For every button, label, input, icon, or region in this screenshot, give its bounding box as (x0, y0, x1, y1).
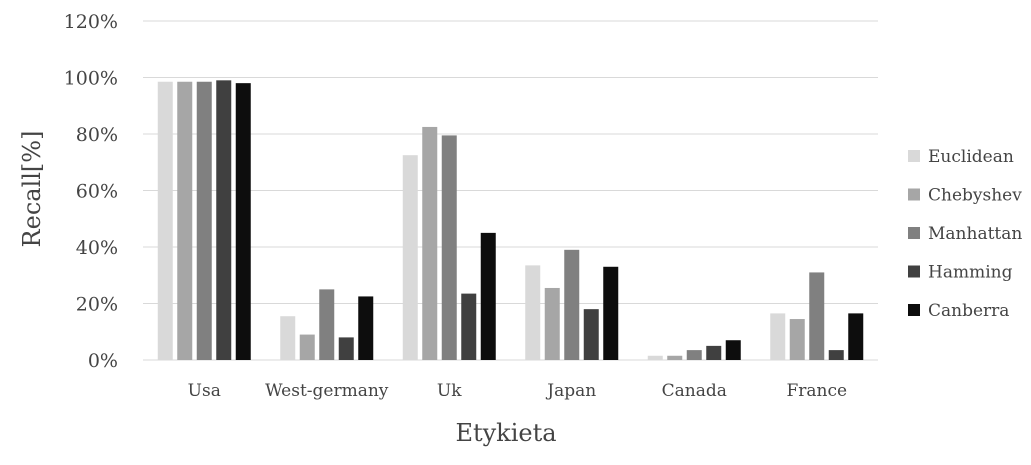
bar-hamming-uk (461, 293, 477, 360)
bar-canberra-france (848, 313, 864, 360)
x-tick-label: Canada (662, 381, 727, 401)
legend-label: Hamming (928, 263, 1013, 283)
x-tick-label: Uk (437, 381, 462, 401)
bar-hamming-west-germany (338, 337, 354, 360)
legend-label: Euclidean (928, 147, 1014, 167)
bar-manhattan-usa (196, 81, 212, 361)
grid-lines (143, 20, 878, 361)
bar-euclidean-uk (402, 155, 418, 360)
bar-hamming-canada (706, 345, 722, 360)
bar-euclidean-canada (647, 355, 663, 360)
bar-manhattan-uk (441, 135, 457, 360)
bar-chebyshev-usa (177, 81, 193, 361)
y-axis-ticks: 0% 20% 40% 60% 80% 100% 120% (64, 11, 118, 372)
bar-hamming-japan (583, 309, 599, 360)
legend-label: Canberra (928, 301, 1009, 321)
x-tick-label: West-germany (265, 381, 389, 401)
x-axis-categories: Usa West-germany Uk Japan Canada France (188, 381, 847, 401)
y-tick-label: 20% (76, 294, 118, 316)
bars (157, 80, 864, 361)
bar-chebyshev-canada (667, 355, 683, 360)
x-tick-label: Usa (188, 381, 221, 401)
legend-swatch (908, 265, 920, 278)
bar-canberra-uk (480, 232, 496, 360)
bar-euclidean-japan (525, 265, 541, 360)
x-tick-label: Japan (545, 381, 596, 401)
y-tick-label: 80% (76, 124, 118, 146)
legend: Euclidean Chebyshev Manhattan Hamming Canber… (908, 147, 1022, 321)
legend-label: Chebyshev (928, 186, 1022, 206)
bar-canberra-japan (603, 266, 619, 360)
legend-swatch (908, 227, 920, 239)
bar-chebyshev-japan (544, 287, 560, 360)
bar-euclidean-france (770, 313, 786, 360)
y-tick-label: 40% (76, 237, 118, 259)
bar-canberra-west-germany (358, 296, 374, 360)
legend-label: Manhattan (928, 224, 1022, 244)
y-tick-label: 120% (64, 11, 118, 33)
bar-manhattan-west-germany (319, 289, 335, 360)
y-axis-title: Recall[%] (18, 131, 46, 248)
bar-chebyshev-france (789, 319, 805, 360)
bar-euclidean-usa (157, 81, 173, 361)
y-tick-label: 60% (76, 181, 118, 203)
y-tick-label: 100% (64, 68, 118, 90)
legend-swatch (908, 188, 920, 201)
bar-manhattan-france (809, 272, 825, 360)
bar-canberra-usa (235, 83, 251, 361)
legend-swatch (908, 150, 920, 162)
bar-chebyshev-west-germany (299, 334, 315, 360)
bar-hamming-france (828, 350, 844, 360)
x-tick-label: France (786, 381, 847, 401)
bar-chebyshev-uk (422, 126, 438, 360)
bar-hamming-usa (216, 80, 232, 360)
legend-swatch (908, 304, 920, 316)
bar-euclidean-west-germany (280, 316, 296, 360)
y-tick-label: 0% (88, 350, 118, 372)
bar-manhattan-canada (686, 350, 702, 360)
bar-manhattan-japan (564, 249, 580, 360)
x-axis-title: Etykieta (455, 419, 556, 447)
bar-canberra-canada (725, 340, 741, 360)
